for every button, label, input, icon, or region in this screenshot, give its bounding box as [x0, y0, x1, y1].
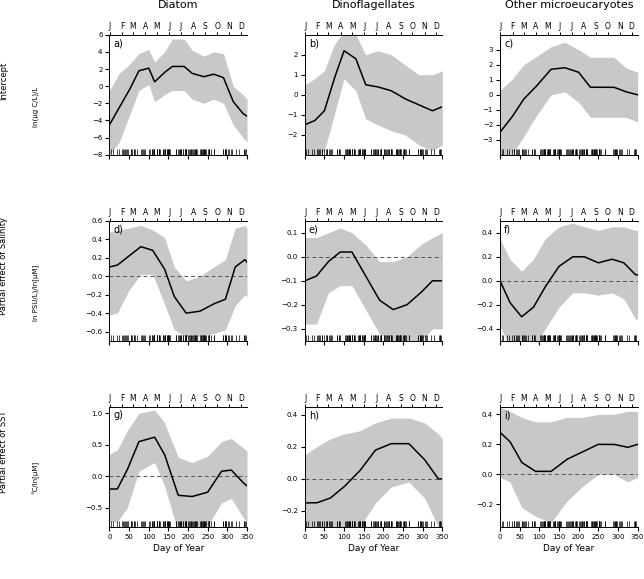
- Text: Partial effect of SST: Partial effect of SST: [0, 411, 8, 493]
- Text: c): c): [504, 38, 513, 48]
- Title: Dinoflagellates: Dinoflagellates: [332, 0, 415, 10]
- Text: d): d): [113, 225, 124, 234]
- Text: Partial effect of Salinity: Partial effect of Salinity: [0, 217, 8, 316]
- X-axis label: Day of Year: Day of Year: [153, 544, 204, 553]
- Title: Diatom: Diatom: [158, 0, 198, 10]
- Text: i): i): [504, 411, 511, 420]
- Text: f): f): [504, 225, 511, 234]
- Text: °C/ln[µM]: °C/ln[µM]: [32, 461, 39, 494]
- Text: ln(µg C/L)/L: ln(µg C/L)/L: [32, 87, 39, 127]
- X-axis label: Day of Year: Day of Year: [543, 544, 594, 553]
- Text: a): a): [113, 38, 124, 48]
- Text: h): h): [309, 411, 319, 420]
- X-axis label: Day of Year: Day of Year: [348, 544, 399, 553]
- Text: ln PSU/L)/ln[µM]: ln PSU/L)/ln[µM]: [32, 264, 39, 321]
- Text: b): b): [309, 38, 319, 48]
- Text: Intercept: Intercept: [0, 62, 8, 100]
- Text: e): e): [309, 225, 319, 234]
- Text: g): g): [113, 411, 124, 420]
- Title: Other microeucaryotes: Other microeucaryotes: [504, 0, 633, 10]
